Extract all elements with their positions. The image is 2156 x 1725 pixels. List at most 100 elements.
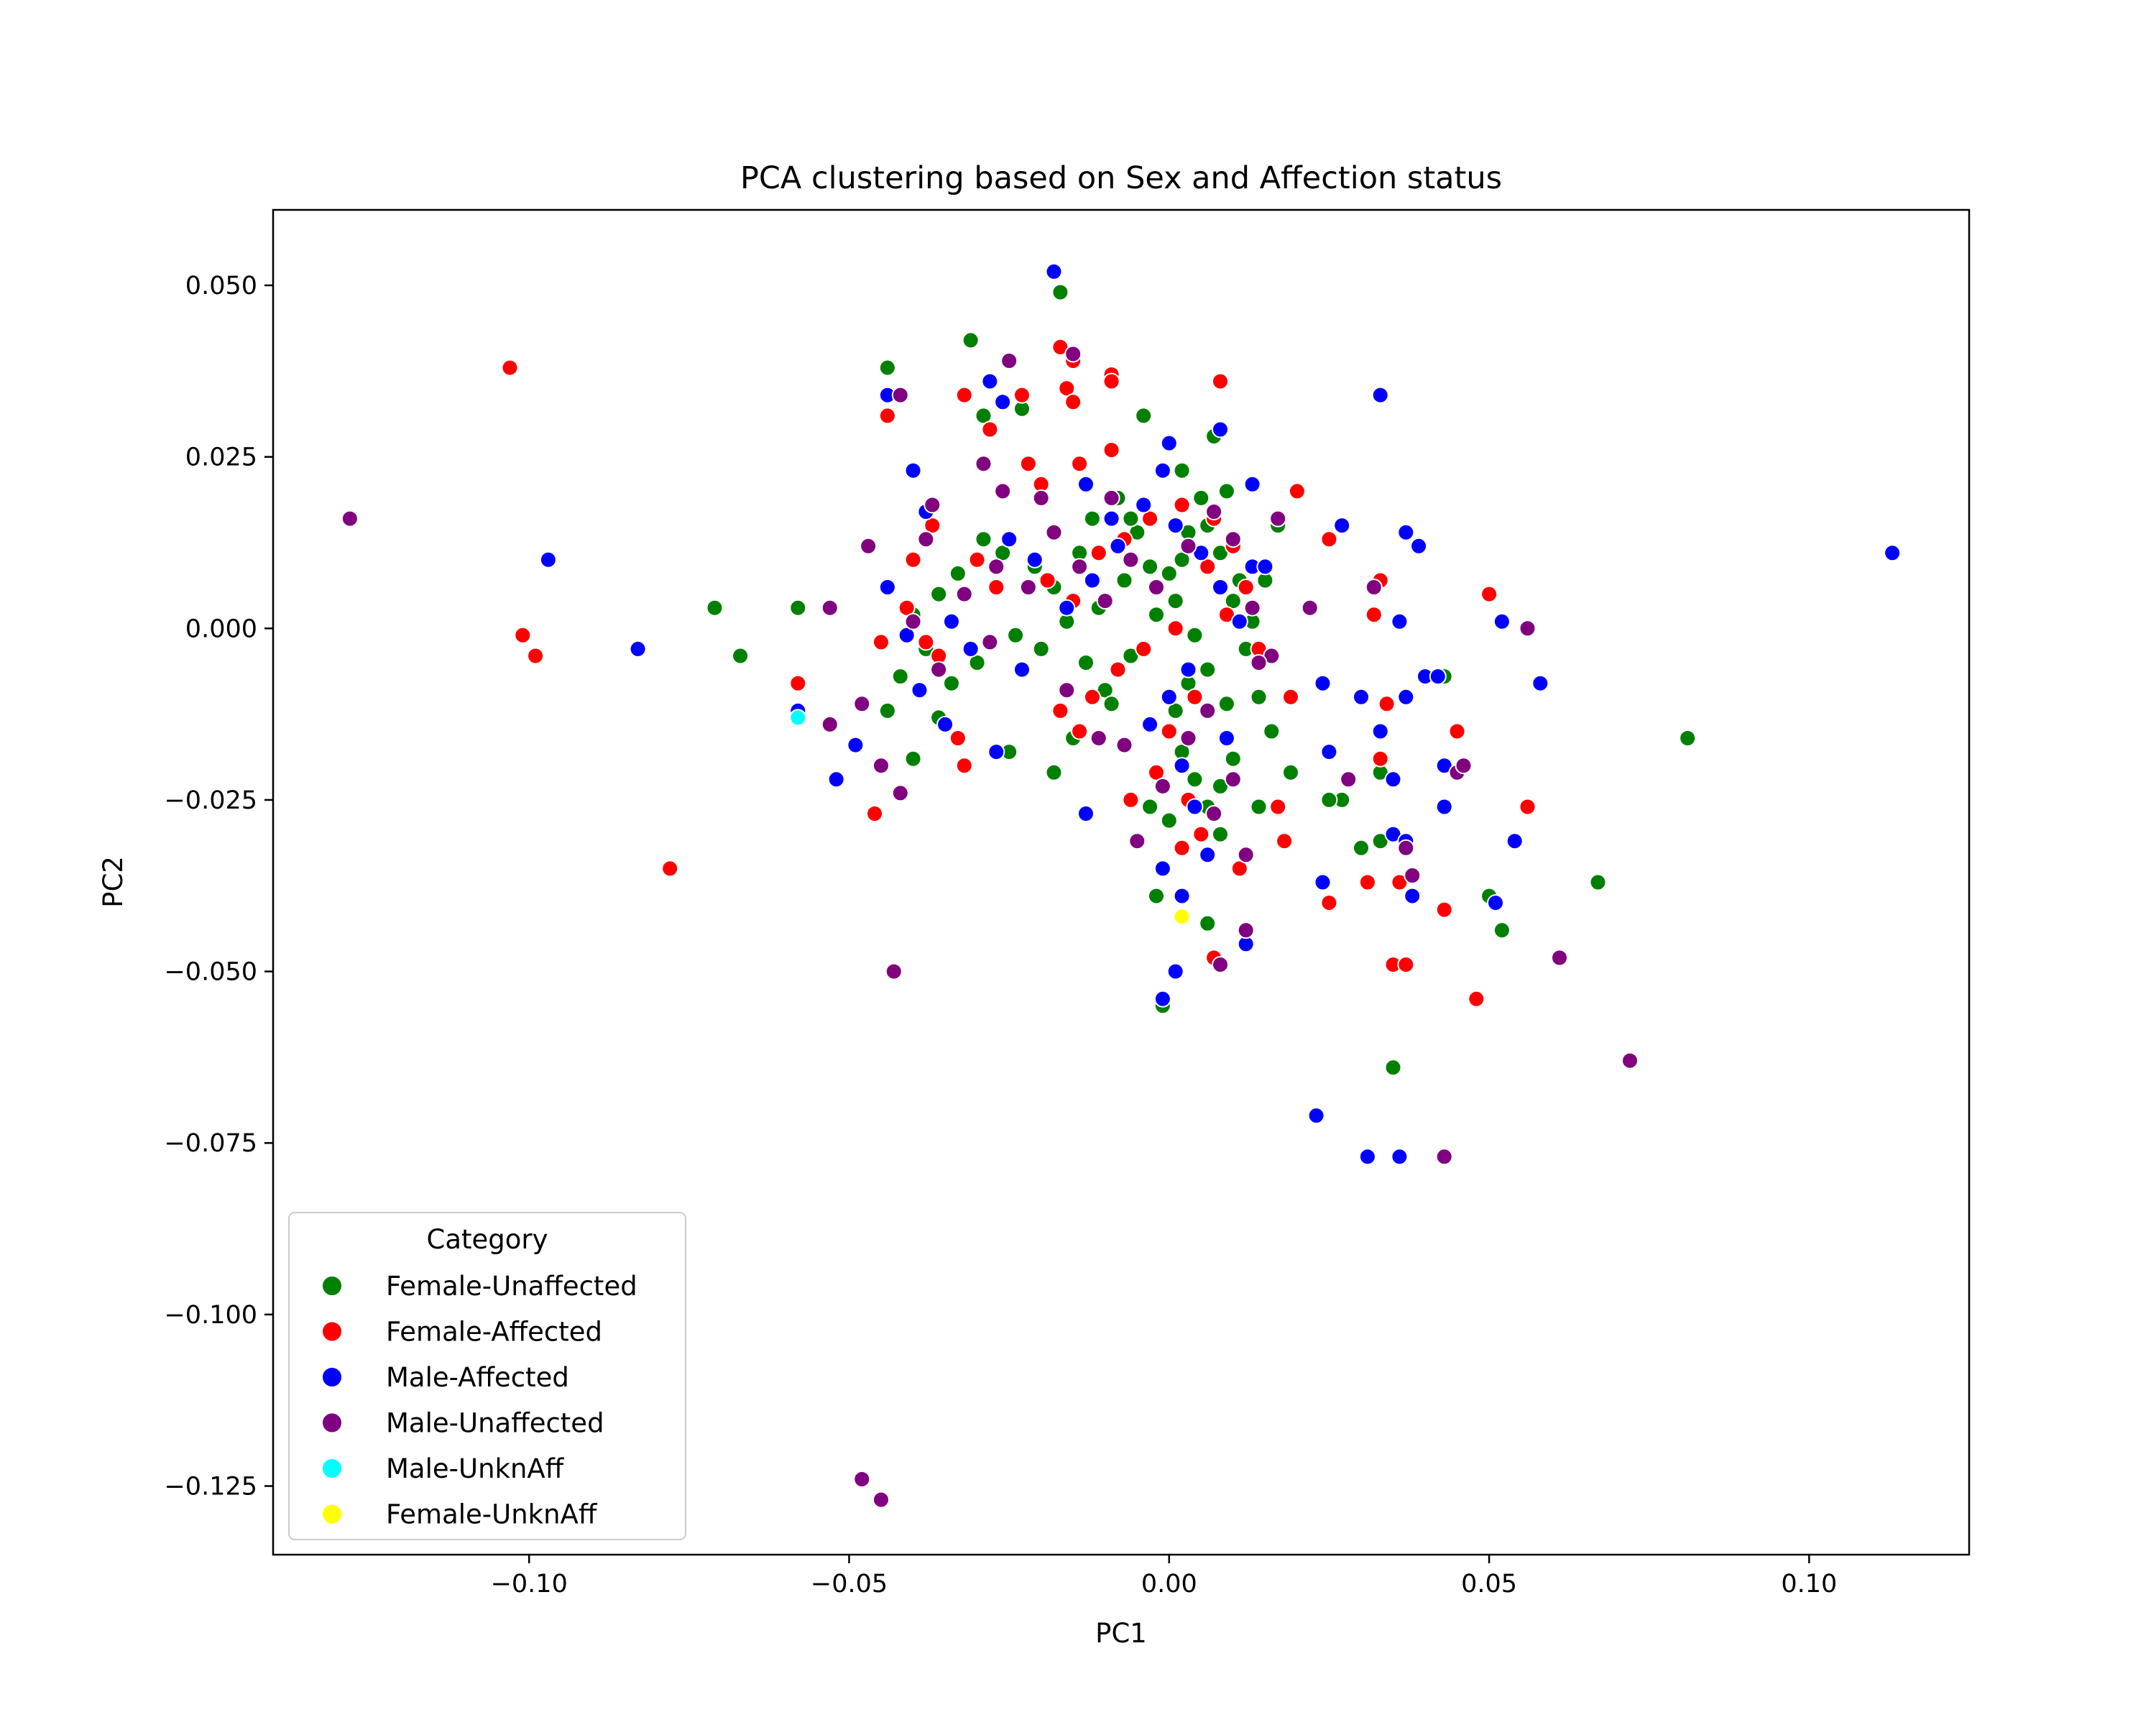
x-axis-label: PC1 (1095, 1618, 1147, 1649)
point-female-unaffected (1186, 770, 1204, 788)
point-male-unaffected (930, 661, 948, 678)
point-male-unaffected (1455, 757, 1473, 775)
point-male-affected (1404, 887, 1422, 905)
point-female-affected (1109, 661, 1127, 678)
point-male-affected (1141, 715, 1159, 733)
point-male-unaffected (1102, 489, 1120, 507)
point-female-affected (955, 757, 973, 775)
point-female-unaffected (1077, 654, 1095, 671)
legend-label-female-unknaff: Female-UnknAff (386, 1499, 598, 1530)
point-male-affected (1153, 990, 1171, 1008)
point-male-affected (987, 743, 1005, 761)
point-female-affected (1448, 722, 1466, 740)
point-male-unaffected (1096, 592, 1114, 610)
point-male-affected (1314, 674, 1332, 692)
point-male-unaffected (1122, 551, 1140, 569)
point-female-unaffected (1173, 461, 1191, 479)
point-male-unaffected (1301, 599, 1319, 617)
point-female-affected (1160, 722, 1178, 740)
point-male-unaffected (1404, 867, 1422, 884)
point-male-unaffected (1058, 681, 1076, 699)
point-male-unaffected (1243, 599, 1261, 617)
point-male-affected (1160, 688, 1178, 706)
point-female-affected (1071, 455, 1089, 473)
point-female-affected (1122, 791, 1140, 809)
legend-entries: Female-Unaffected Female-Affected Male-Aff… (321, 1271, 637, 1530)
point-female-affected (1102, 441, 1120, 459)
y-axis-label: PC2 (98, 856, 129, 908)
point-female-affected (1230, 860, 1248, 878)
legend-marker-male-unaffected (321, 1412, 343, 1434)
point-female-unaffected (994, 544, 1012, 562)
y-tick-label: 0.025 (185, 443, 257, 472)
point-male-affected (1102, 510, 1120, 528)
point-male-unaffected (872, 1491, 890, 1509)
point-male-affected (1166, 517, 1184, 535)
point-female-affected (1141, 510, 1159, 528)
point-male-affected (1391, 1148, 1409, 1166)
chart-title: PCA clustering based on Sex and Affectio… (740, 160, 1502, 196)
x-tick-label: 0.00 (1141, 1570, 1197, 1598)
point-female-affected (949, 730, 967, 747)
point-female-unaffected (1148, 887, 1165, 905)
point-female-affected (1058, 380, 1076, 397)
point-male-unaffected (1045, 523, 1063, 541)
legend: Category Female-Unaffected Female-Affecte… (288, 1212, 686, 1540)
point-male-unaffected (821, 715, 839, 733)
point-female-affected (1089, 544, 1107, 562)
point-female-unaffected (1212, 825, 1229, 843)
point-male-unaffected (1224, 770, 1242, 788)
point-female-unaffected (789, 599, 807, 617)
legend-box (288, 1212, 686, 1540)
point-male-affected (1397, 688, 1415, 706)
point-male-affected (1429, 668, 1447, 686)
y-tick-label: −0.025 (164, 786, 257, 815)
point-male-unaffected (1128, 832, 1146, 850)
point-female-unaffected (1166, 592, 1184, 610)
point-female-affected (1378, 695, 1396, 713)
point-male-affected (994, 393, 1012, 411)
legend-marker-male-unknaff (321, 1458, 343, 1479)
legend-label-male-affected: Male-Affected (386, 1362, 569, 1393)
legend-label-male-unknaff: Male-UnknAff (386, 1453, 565, 1484)
point-female-affected (1051, 702, 1069, 719)
point-male-affected (1230, 612, 1248, 630)
point-male-affected (1217, 730, 1235, 747)
point-female-unknaff (1173, 908, 1191, 926)
point-male-unaffected (1250, 654, 1268, 671)
point-male-affected (1371, 386, 1389, 404)
point-male-affected (1391, 612, 1409, 630)
points-layer (341, 262, 1902, 1509)
point-female-unaffected (1051, 283, 1069, 301)
point-female-unaffected (1589, 873, 1607, 891)
point-male-affected (629, 640, 647, 658)
legend-marker-female-unaffected (321, 1275, 343, 1297)
point-female-unaffected (1148, 606, 1165, 624)
y-tick-label: −0.125 (164, 1473, 257, 1501)
point-male-unaffected (1153, 777, 1171, 795)
point-male-affected (1212, 420, 1229, 438)
legend-label-female-unaffected: Female-Unaffected (386, 1271, 637, 1302)
point-female-unaffected (975, 530, 992, 548)
point-female-affected (1071, 722, 1089, 740)
point-female-affected (981, 420, 999, 438)
point-female-affected (1365, 606, 1383, 624)
point-male-affected (1371, 722, 1389, 740)
point-male-affected (1506, 832, 1524, 850)
point-female-unaffected (1083, 510, 1101, 528)
point-female-affected (1468, 990, 1485, 1008)
point-male-affected (1307, 1107, 1325, 1125)
point-female-unaffected (1250, 798, 1268, 816)
x-axis: −0.10 −0.05 0.00 0.05 0.10 (491, 1555, 1837, 1598)
point-male-affected (943, 612, 960, 630)
point-male-affected (1013, 661, 1031, 678)
point-male-unaffected (1019, 579, 1037, 596)
point-female-unaffected (1199, 914, 1217, 932)
point-female-affected (872, 633, 890, 651)
point-female-affected (878, 407, 896, 425)
point-male-unaffected (1365, 579, 1383, 596)
point-female-affected (501, 359, 519, 377)
point-male-unaffected (923, 496, 941, 514)
point-female-unaffected (1007, 626, 1025, 644)
point-male-affected (1256, 558, 1274, 576)
